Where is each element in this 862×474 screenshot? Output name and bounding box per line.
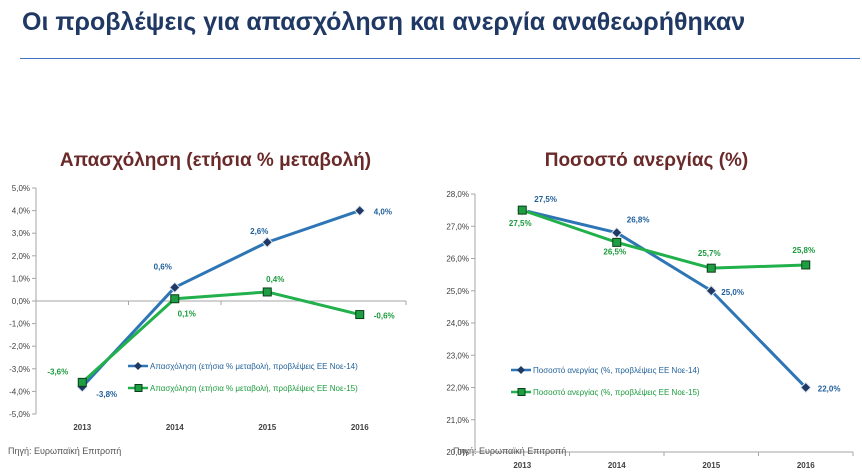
x-tick-label: 2015 [258, 423, 276, 432]
legend-label: Απασχόληση (ετήσια % μεταβολή, προβλέψει… [150, 362, 358, 371]
y-tick-label: 20,0% [446, 448, 469, 457]
y-tick-label: 1,0% [12, 274, 30, 283]
series-line [80, 209, 362, 389]
data-label: 26,8% [627, 216, 650, 225]
data-label: 2,6% [250, 227, 268, 236]
unemployment-source: Πηγή: Ευρωπαϊκή Επιτροπή [453, 446, 567, 456]
employment-chart-title: Απασχόληση (ετήσια % μεταβολή) [59, 150, 372, 171]
data-label: 27,5% [509, 219, 532, 228]
x-tick-label: 2016 [797, 461, 815, 470]
data-point-diamond [169, 281, 181, 294]
data-point-square [706, 263, 716, 273]
data-point-diamond [611, 226, 623, 239]
unemployment-chart-title: Ποσοστό ανεργίας (%) [544, 150, 749, 171]
data-point-square [801, 260, 811, 270]
data-label: 25,8% [792, 246, 815, 255]
data-label: 0,1% [178, 310, 196, 319]
legend-label: Ποσοστό ανεργίας (%, προβλέψεις ΕΕ Νοε-1… [533, 366, 700, 375]
data-point-square [517, 205, 527, 215]
y-tick-label: 25,0% [446, 287, 469, 296]
legend-label: Ποσοστό ανεργίας (%, προβλέψεις ΕΕ Νοε-1… [533, 388, 700, 397]
data-label: -3,6% [47, 367, 68, 376]
x-tick-label: 2014 [608, 461, 626, 470]
series-line [520, 208, 808, 389]
data-label: 26,5% [603, 247, 626, 256]
data-point-diamond [261, 236, 273, 248]
series-line [520, 208, 808, 270]
series-line [80, 290, 362, 384]
x-tick-label: 2014 [166, 423, 184, 432]
y-tick-label: -5,0% [9, 410, 30, 419]
y-tick-label: 0,0% [12, 297, 30, 306]
y-tick-label: 26,0% [446, 255, 469, 264]
legend-marker-square [517, 388, 526, 396]
data-label: -0,6% [374, 312, 395, 321]
y-tick-label: 5,0% [12, 184, 30, 193]
data-label: 25,0% [721, 288, 744, 297]
y-tick-label: 2,0% [12, 252, 30, 261]
x-tick-label: 2013 [73, 423, 91, 432]
legend-marker-diamond [134, 362, 142, 370]
data-point-square [612, 237, 622, 247]
y-tick-label: 22,0% [446, 384, 469, 393]
data-label: 4,0% [374, 208, 392, 217]
data-label: 22,0% [818, 385, 841, 394]
y-tick-label: -3,0% [9, 365, 30, 374]
employment-chart-svg: -5,0% -4,0% -3,0% -2,0% -1,0% 0,0% 1,0% 2,0% 3,0… [9, 184, 407, 432]
y-tick-label: 27,0% [446, 222, 469, 231]
y-tick-label: 3,0% [12, 229, 30, 238]
y-tick-label: 4,0% [12, 207, 30, 216]
y-tick-label: 28,0% [446, 190, 469, 199]
data-point-diamond [354, 204, 366, 217]
y-tick-label: -2,0% [9, 342, 30, 351]
legend-label: Απασχόληση (ετήσια % μεταβολή, προβλέψει… [150, 384, 358, 393]
y-tick-label: 23,0% [446, 351, 469, 360]
y-tick-label: -4,0% [9, 387, 30, 396]
data-label: 0,4% [266, 275, 284, 284]
title-divider [20, 58, 860, 59]
data-point-diamond [800, 381, 812, 394]
data-point-square [77, 377, 87, 387]
y-tick-label: -1,0% [9, 320, 30, 329]
y-tick-label: 24,0% [446, 319, 469, 328]
page-title: Οι προβλέψεις για απασχόληση και ανεργία… [22, 8, 746, 36]
y-tick-label: 21,0% [446, 416, 469, 425]
unemployment-chart-svg: 20,0% 21,0% 22,0% 23,0% 24,0% 25,0% 26,0% 27,0%… [446, 190, 854, 470]
legend-marker-square [134, 384, 143, 392]
x-tick-label: 2015 [702, 461, 720, 470]
data-point-square [262, 287, 272, 297]
data-label: 0,6% [154, 262, 172, 271]
data-point-square [170, 294, 180, 304]
data-label: 25,7% [698, 249, 721, 258]
legend-marker-diamond [517, 366, 525, 374]
data-point-diamond [705, 285, 717, 297]
x-tick-label: 2016 [351, 423, 369, 432]
employment-source: Πηγή: Ευρωπαϊκή Επιτροπή [8, 446, 122, 456]
data-point-square [355, 310, 365, 320]
data-label: 27,5% [534, 195, 557, 204]
x-tick-label: 2013 [513, 461, 531, 470]
data-label: -3,8% [96, 390, 117, 399]
